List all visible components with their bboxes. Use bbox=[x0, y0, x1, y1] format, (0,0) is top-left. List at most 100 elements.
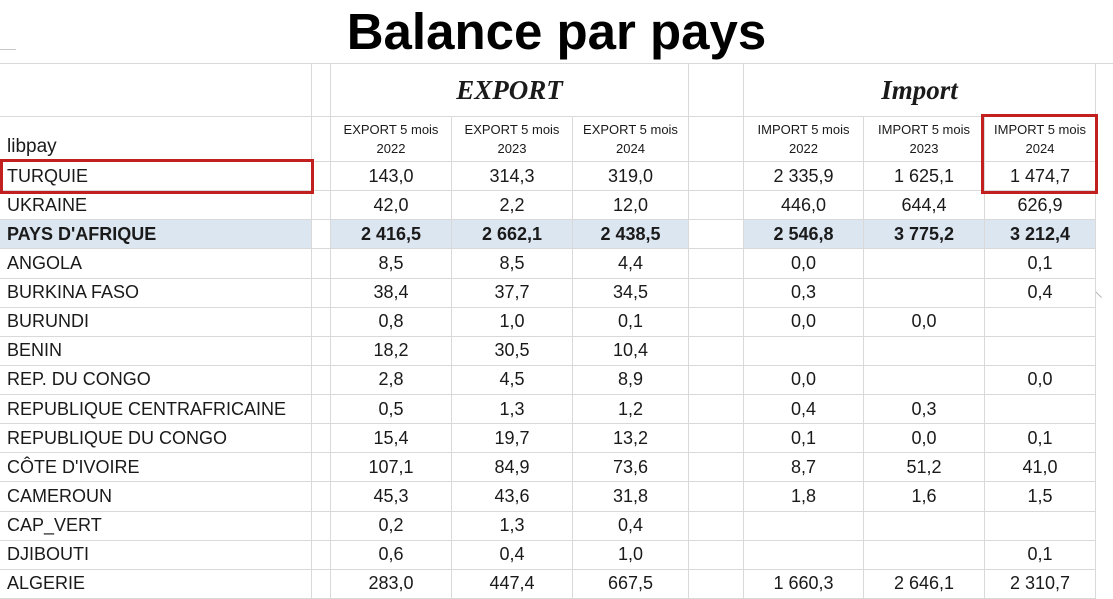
cell-export-value[interactable]: 37,7 bbox=[451, 278, 572, 308]
cell-import-value[interactable]: 0,3 bbox=[863, 395, 984, 425]
cell-import-value[interactable] bbox=[984, 307, 1096, 337]
cell-import-value[interactable]: 8,7 bbox=[743, 453, 863, 483]
cell-import-value[interactable]: 0,0 bbox=[743, 307, 863, 337]
cell-import-value[interactable]: 2 646,1 bbox=[863, 569, 984, 599]
column-header-import-2024[interactable]: IMPORT 5 mois 2024 bbox=[984, 117, 1096, 162]
cell-country-name[interactable]: REPUBLIQUE DU CONGO bbox=[0, 424, 311, 454]
cell-export-value[interactable]: 8,5 bbox=[451, 249, 572, 279]
cell-export-value[interactable]: 107,1 bbox=[330, 453, 451, 483]
cell-import-value[interactable]: 0,4 bbox=[984, 278, 1096, 308]
cell-export-value[interactable]: 38,4 bbox=[330, 278, 451, 308]
cell-export-value[interactable]: 30,5 bbox=[451, 336, 572, 366]
cell-import-value[interactable]: 1 625,1 bbox=[863, 162, 984, 192]
cell-import-value[interactable]: 0,0 bbox=[743, 249, 863, 279]
cell-import-value[interactable]: 51,2 bbox=[863, 453, 984, 483]
cell-export-value[interactable]: 4,5 bbox=[451, 365, 572, 395]
cell-export-value[interactable]: 12,0 bbox=[572, 191, 688, 221]
header-top-left-area[interactable] bbox=[0, 64, 311, 117]
row-header-label[interactable]: libpay bbox=[0, 117, 311, 162]
cell-import-value[interactable]: 2 310,7 bbox=[984, 569, 1096, 599]
cell-country-name[interactable]: ALGERIE bbox=[0, 569, 311, 599]
cell-export-value[interactable]: 447,4 bbox=[451, 569, 572, 599]
cell-import-value[interactable] bbox=[863, 365, 984, 395]
cell-import-value[interactable] bbox=[984, 511, 1096, 541]
cell-country-name[interactable]: CAMEROUN bbox=[0, 482, 311, 512]
cell-import-value[interactable]: 446,0 bbox=[743, 191, 863, 221]
cell-import-value[interactable]: 0,0 bbox=[743, 365, 863, 395]
cell-country-name[interactable]: CÔTE D'IVOIRE bbox=[0, 453, 311, 483]
cell-country-name[interactable]: BENIN bbox=[0, 336, 311, 366]
cell-export-value[interactable]: 15,4 bbox=[330, 424, 451, 454]
cell-country-name[interactable]: REPUBLIQUE CENTRAFRICAINE bbox=[0, 395, 311, 425]
cell-export-value[interactable]: 2,8 bbox=[330, 365, 451, 395]
cell-export-value[interactable]: 2 438,5 bbox=[572, 220, 688, 250]
cell-export-value[interactable]: 42,0 bbox=[330, 191, 451, 221]
cell-import-value[interactable]: 0,0 bbox=[863, 307, 984, 337]
column-header-import-2022[interactable]: IMPORT 5 mois 2022 bbox=[743, 117, 863, 162]
cell-import-value[interactable]: 2 335,9 bbox=[743, 162, 863, 192]
cell-country-name[interactable]: TURQUIE bbox=[0, 162, 311, 192]
cell-import-value[interactable]: 1 660,3 bbox=[743, 569, 863, 599]
cell-import-value[interactable]: 1,5 bbox=[984, 482, 1096, 512]
cell-export-value[interactable]: 4,4 bbox=[572, 249, 688, 279]
cell-import-value[interactable]: 0,0 bbox=[984, 365, 1096, 395]
cell-export-value[interactable]: 10,4 bbox=[572, 336, 688, 366]
cell-country-name[interactable]: PAYS D'AFRIQUE bbox=[0, 220, 311, 250]
cell-import-value[interactable]: 1 474,7 bbox=[984, 162, 1096, 192]
cell-export-value[interactable]: 43,6 bbox=[451, 482, 572, 512]
column-header-export-2023[interactable]: EXPORT 5 mois 2023 bbox=[451, 117, 572, 162]
cell-import-value[interactable]: 3 212,4 bbox=[984, 220, 1096, 250]
column-header-export-2024[interactable]: EXPORT 5 mois 2024 bbox=[572, 117, 688, 162]
cell-export-value[interactable]: 8,9 bbox=[572, 365, 688, 395]
cell-export-value[interactable]: 2,2 bbox=[451, 191, 572, 221]
cell-export-value[interactable]: 2 662,1 bbox=[451, 220, 572, 250]
cell-export-value[interactable]: 0,4 bbox=[572, 511, 688, 541]
cell-export-value[interactable]: 84,9 bbox=[451, 453, 572, 483]
cell-import-value[interactable] bbox=[984, 395, 1096, 425]
cell-export-value[interactable]: 283,0 bbox=[330, 569, 451, 599]
cell-export-value[interactable]: 314,3 bbox=[451, 162, 572, 192]
cell-export-value[interactable]: 1,2 bbox=[572, 395, 688, 425]
cell-import-value[interactable]: 0,1 bbox=[743, 424, 863, 454]
cell-import-value[interactable] bbox=[863, 249, 984, 279]
cell-export-value[interactable]: 0,2 bbox=[330, 511, 451, 541]
cell-export-value[interactable]: 1,0 bbox=[451, 307, 572, 337]
cell-import-value[interactable] bbox=[984, 336, 1096, 366]
cell-export-value[interactable]: 1,0 bbox=[572, 540, 688, 570]
cell-export-value[interactable]: 1,3 bbox=[451, 395, 572, 425]
cell-export-value[interactable]: 19,7 bbox=[451, 424, 572, 454]
cell-import-value[interactable]: 0,4 bbox=[743, 395, 863, 425]
cell-export-value[interactable]: 0,5 bbox=[330, 395, 451, 425]
cell-export-value[interactable]: 8,5 bbox=[330, 249, 451, 279]
cell-export-value[interactable]: 143,0 bbox=[330, 162, 451, 192]
import-group-header[interactable]: Import bbox=[743, 64, 1096, 117]
cell-country-name[interactable]: DJIBOUTI bbox=[0, 540, 311, 570]
cell-import-value[interactable]: 626,9 bbox=[984, 191, 1096, 221]
cell-import-value[interactable]: 0,1 bbox=[984, 540, 1096, 570]
cell-export-value[interactable]: 1,3 bbox=[451, 511, 572, 541]
cell-import-value[interactable]: 1,8 bbox=[743, 482, 863, 512]
cell-import-value[interactable] bbox=[863, 278, 984, 308]
cell-export-value[interactable]: 0,4 bbox=[451, 540, 572, 570]
cell-import-value[interactable]: 644,4 bbox=[863, 191, 984, 221]
cell-import-value[interactable]: 0,3 bbox=[743, 278, 863, 308]
cell-export-value[interactable]: 0,6 bbox=[330, 540, 451, 570]
cell-export-value[interactable]: 34,5 bbox=[572, 278, 688, 308]
cell-import-value[interactable]: 3 775,2 bbox=[863, 220, 984, 250]
cell-import-value[interactable] bbox=[863, 540, 984, 570]
cell-export-value[interactable]: 667,5 bbox=[572, 569, 688, 599]
cell-import-value[interactable]: 0,1 bbox=[984, 249, 1096, 279]
cell-import-value[interactable]: 2 546,8 bbox=[743, 220, 863, 250]
cell-import-value[interactable]: 1,6 bbox=[863, 482, 984, 512]
cell-country-name[interactable]: CAP_VERT bbox=[0, 511, 311, 541]
cell-export-value[interactable]: 2 416,5 bbox=[330, 220, 451, 250]
cell-import-value[interactable] bbox=[743, 540, 863, 570]
cell-export-value[interactable]: 0,1 bbox=[572, 307, 688, 337]
cell-country-name[interactable]: BURUNDI bbox=[0, 307, 311, 337]
cell-import-value[interactable]: 0,1 bbox=[984, 424, 1096, 454]
cell-country-name[interactable]: ANGOLA bbox=[0, 249, 311, 279]
cell-country-name[interactable]: BURKINA FASO bbox=[0, 278, 311, 308]
cell-export-value[interactable]: 319,0 bbox=[572, 162, 688, 192]
cell-export-value[interactable]: 0,8 bbox=[330, 307, 451, 337]
cell-export-value[interactable]: 18,2 bbox=[330, 336, 451, 366]
